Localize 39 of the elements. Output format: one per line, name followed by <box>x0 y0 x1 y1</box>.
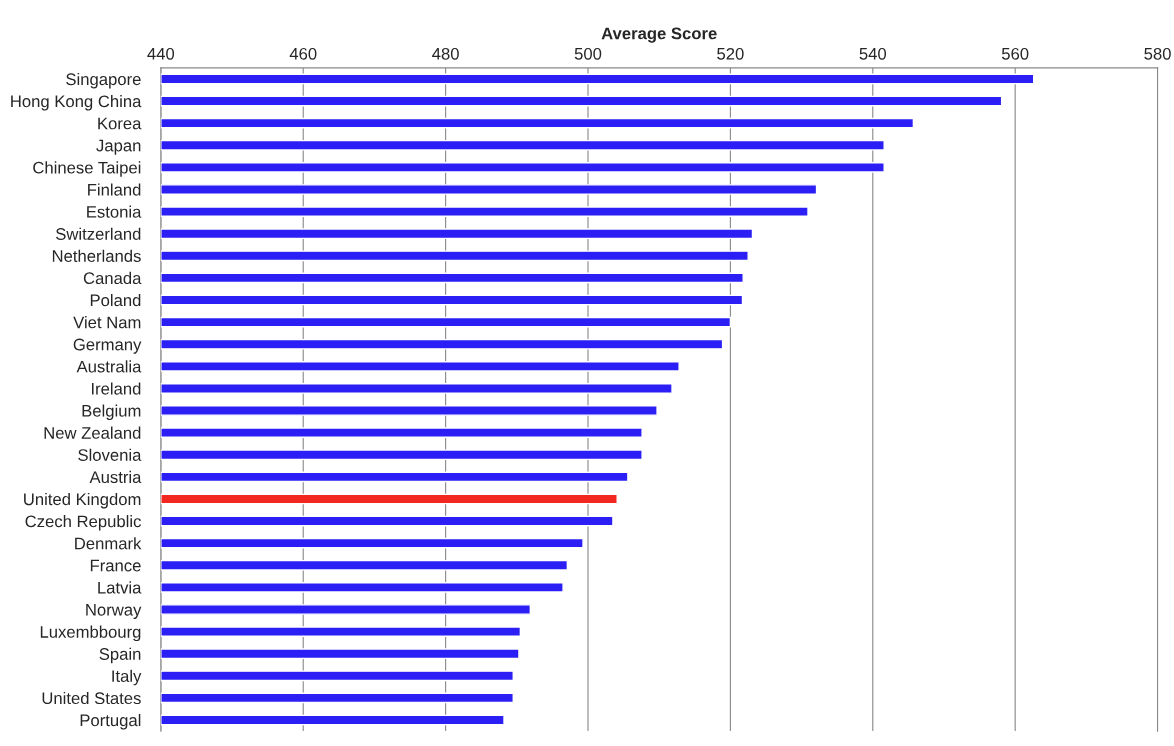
y-tick-label: Canada <box>83 271 142 285</box>
y-tick-label: Portugal <box>80 713 141 730</box>
y-tick-label: Estonia <box>87 205 142 218</box>
y-tick-label: Viet Nam <box>73 316 141 329</box>
y-tick-label: Austria <box>89 470 142 484</box>
y-tick-label: United Kingdom <box>24 492 141 509</box>
y-tick-label: Switzerland <box>56 227 141 240</box>
y-tick-label: New Zealand <box>44 426 141 439</box>
y-tick-label: Singapore <box>66 72 141 89</box>
y-tick-label: Luxembbourg <box>40 625 141 642</box>
x-tick-label: 480 <box>432 47 459 60</box>
y-tick-label: United States <box>42 691 141 705</box>
y-tick-label: Latvia <box>98 581 142 594</box>
y-tick-label: Italy <box>112 669 142 686</box>
x-tick-label: 520 <box>717 47 744 60</box>
y-tick-label: Poland <box>90 293 141 307</box>
y-tick-label: France <box>90 559 141 572</box>
y-tick-label: Czech Republic <box>25 515 141 531</box>
y-tick-label: Hong Kong China <box>11 95 142 111</box>
y-tick-label: Denmark <box>75 537 142 550</box>
x-tick-label: 440 <box>147 47 175 60</box>
x-axis-title: Average Score <box>601 27 717 43</box>
y-tick-label: Ireland <box>91 382 141 395</box>
y-tick-label: Germany <box>73 338 142 354</box>
y-tick-label: Korea <box>98 117 142 130</box>
y-tick-label: Norway <box>86 604 142 619</box>
x-tick-label: 460 <box>289 47 317 60</box>
x-tick-label: 560 <box>1001 47 1029 60</box>
x-tick-label: 500 <box>574 47 602 60</box>
y-tick-label: Japan <box>96 139 141 155</box>
y-tick-label: Slovenia <box>78 448 142 461</box>
y-tick-label: Finland <box>88 183 141 196</box>
y-tick-label: Chinese Taipei <box>33 161 141 177</box>
y-tick-label: Australia <box>76 360 142 373</box>
y-tick-label: Spain <box>99 647 141 664</box>
y-tick-label: Netherlands <box>52 249 141 262</box>
x-tick-label: 580 <box>1144 47 1171 60</box>
x-tick-label: 540 <box>859 47 887 60</box>
y-tick-label: Belgium <box>82 404 141 421</box>
